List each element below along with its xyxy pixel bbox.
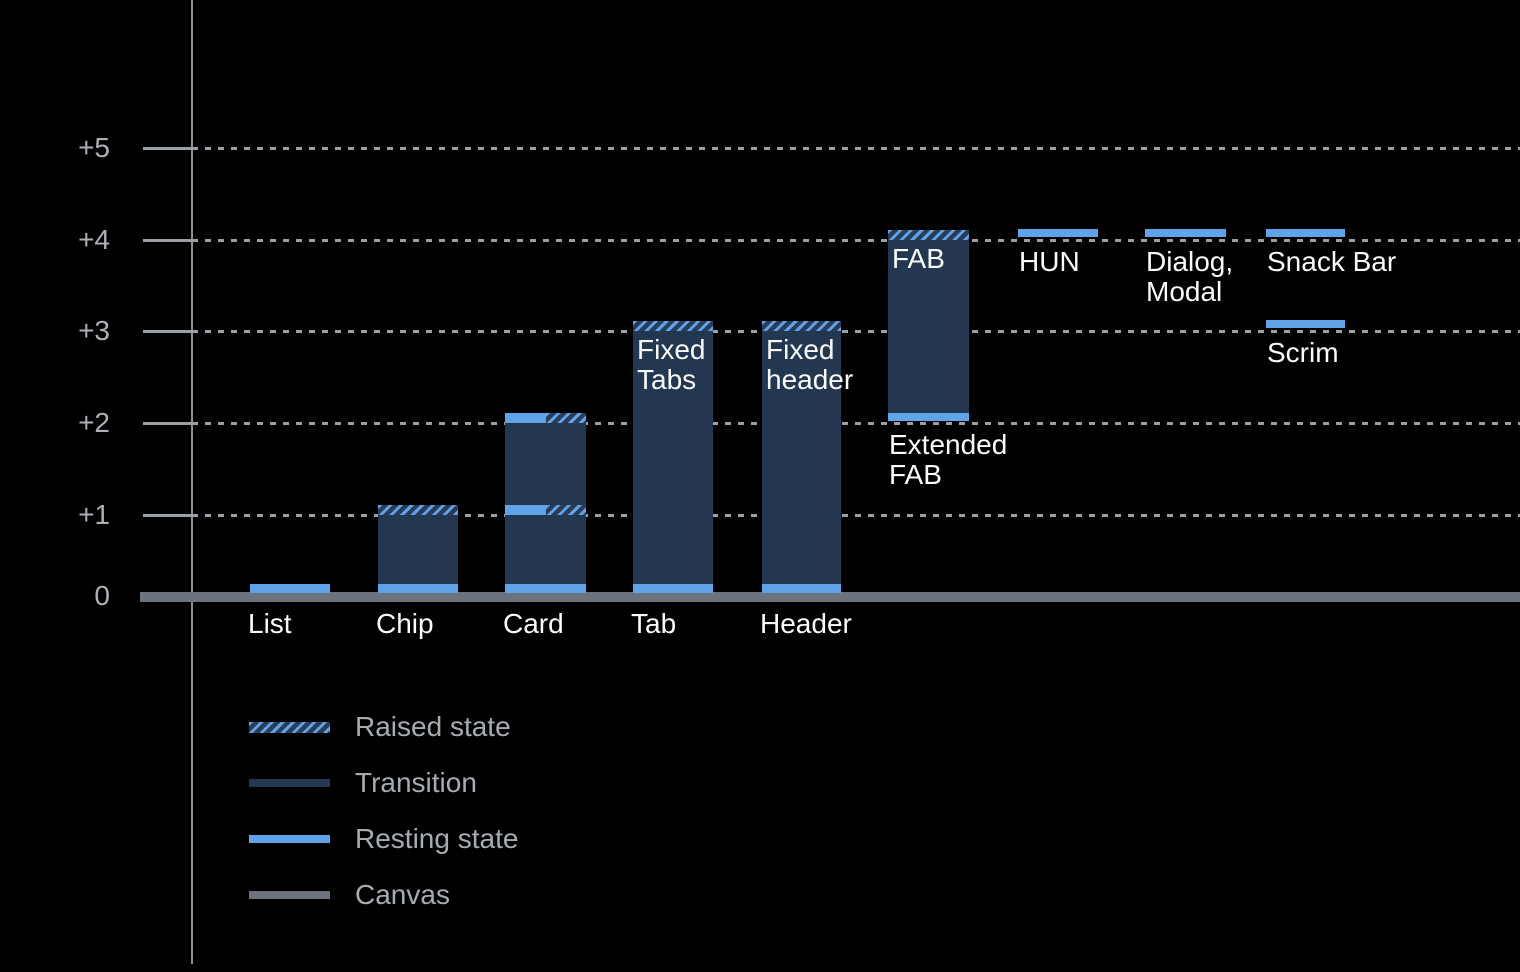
bar-label-card: Card (503, 608, 564, 639)
segment-resting-state (1145, 229, 1226, 237)
segment-resting-state (1266, 229, 1345, 237)
segment-resting-state (505, 413, 546, 423)
axis-tick-plus2 (143, 421, 192, 425)
segment-raised-state (378, 505, 458, 515)
axis-tick-plus1 (143, 513, 192, 517)
legend-item-transition: Transition (249, 767, 477, 799)
bar-under-label-hun: HUN (1019, 246, 1080, 277)
legend-swatch-hatched (249, 721, 330, 733)
axis-tick-plus4 (143, 238, 192, 242)
segment-transition (633, 331, 713, 584)
legend-label: Resting state (355, 823, 519, 854)
segment-resting-state (762, 584, 841, 593)
axis-tick-plus5 (143, 146, 192, 150)
segment-resting-state (378, 584, 458, 593)
segment-transition (378, 515, 458, 584)
axis-label-3: +3 (78, 315, 110, 346)
bar-label-list: List (248, 608, 292, 639)
segment-resting-state (1018, 229, 1098, 237)
segment-raised-state (633, 321, 713, 331)
bar-inside-label-header: Fixed header (766, 334, 854, 395)
segment-transition (762, 331, 841, 584)
canvas-baseline (140, 592, 1520, 602)
bar-under-label-dialog-modal: Dialog, Modal (1146, 246, 1234, 307)
axis-tick-plus3 (143, 329, 192, 333)
bar-under-label-snack-bar: Snack Bar (1267, 246, 1397, 277)
segment-resting-state (888, 413, 969, 421)
gridline-plus1 (192, 513, 1520, 517)
legend-label: Raised state (355, 711, 511, 742)
gridline-plus2 (192, 421, 1520, 425)
bar-under-label-fab: Extended FAB (889, 429, 1008, 490)
segment-transition (505, 515, 586, 584)
segment-resting-state (505, 505, 546, 515)
segment-raised-state (545, 413, 586, 423)
gridline-plus5 (192, 146, 1520, 150)
bar-label-chip: Chip (376, 608, 434, 639)
axis-label-2: +2 (78, 407, 110, 438)
legend-item-canvas: Canvas (249, 879, 450, 911)
axis-label-1: +1 (78, 499, 110, 530)
segment-resting-state (250, 584, 330, 593)
axis-label-0: 0 (94, 580, 110, 611)
segment-transition (888, 240, 969, 413)
legend-item-raised-state: Raised state (249, 711, 511, 743)
y-axis-line (191, 0, 193, 964)
legend-item-resting-state: Resting state (249, 823, 518, 855)
axis-label-4: +4 (78, 224, 110, 255)
bar-label-header: Header (760, 608, 852, 639)
segment-raised-state (545, 505, 586, 515)
segment-resting-state (1266, 320, 1345, 328)
segment-resting-state (633, 584, 713, 593)
legend-label: Transition (355, 767, 477, 798)
bar-label-tab: Tab (631, 608, 677, 639)
legend-swatch-gray (249, 891, 330, 899)
legend-swatch-dark (249, 779, 330, 787)
segment-resting-state (505, 584, 586, 593)
segment-transition (505, 423, 586, 505)
bar-under-label-scrim: Scrim (1267, 337, 1339, 368)
segment-raised-state (888, 230, 969, 240)
gridline-plus3 (192, 329, 1520, 333)
bar-inside-label-fab: FAB (892, 243, 945, 274)
legend-swatch-light (249, 835, 330, 843)
gridline-plus4 (192, 238, 1520, 242)
segment-raised-state (762, 321, 841, 331)
axis-label-5: +5 (78, 132, 110, 163)
bar-inside-label-tab: Fixed Tabs (637, 334, 706, 395)
legend-label: Canvas (355, 879, 450, 910)
